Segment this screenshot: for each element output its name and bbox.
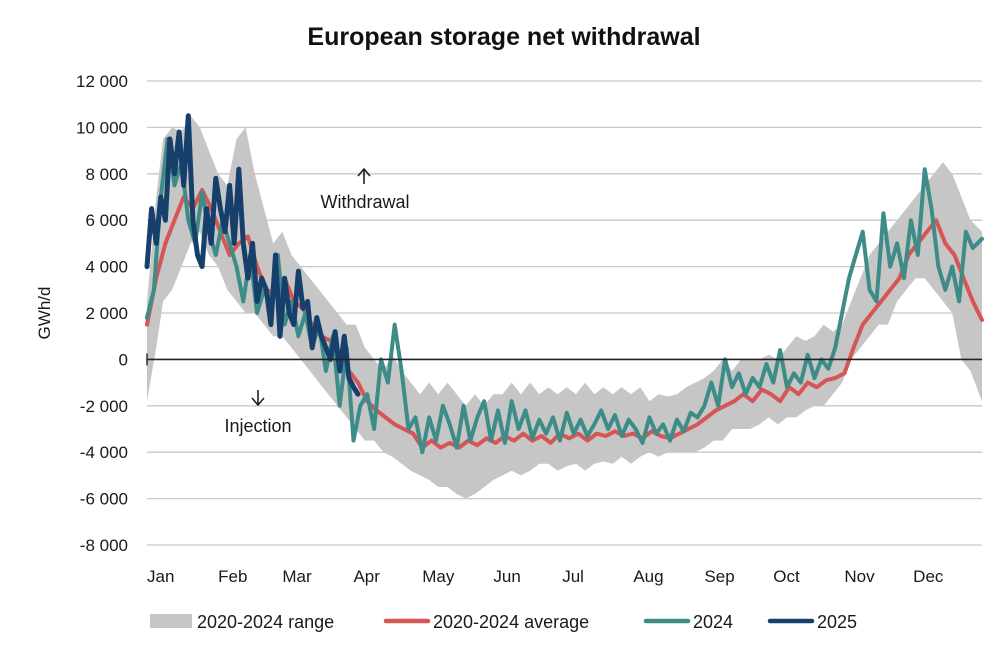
y-tick-label: -4 000	[80, 443, 128, 462]
legend-label-2020-2024-range: 2020-2024 range	[197, 612, 334, 632]
annotation-injection: Injection	[224, 416, 291, 436]
legend-label-2020-2024-average: 2020-2024 average	[433, 612, 589, 632]
x-tick-labels: Jan Feb Mar Apr May Jun Jul Aug Sep Oct Nov Dec	[147, 567, 944, 586]
y-tick-label: 12 000	[76, 72, 128, 91]
y-tick-label: 8 000	[85, 165, 128, 184]
series-line-2024	[145, 137, 984, 455]
y-tick-label: 10 000	[76, 118, 128, 137]
x-tick-label: Jul	[562, 567, 584, 586]
y-tick-labels: 12 000 10 000 8 000 6 000 4 000 2 000 0 -2 000 -…	[76, 72, 128, 555]
x-tick-label: Sep	[704, 567, 734, 586]
y-tick-label: 0	[119, 350, 128, 369]
range-band-layer	[147, 115, 982, 499]
annotation-withdrawal: Withdrawal	[320, 192, 409, 212]
x-tick-label: Dec	[913, 567, 944, 586]
x-tick-label: Mar	[282, 567, 312, 586]
chart-title: European storage net withdrawal	[307, 23, 700, 51]
x-tick-label: Apr	[353, 567, 380, 586]
legend-swatch-2020-2024-range	[150, 614, 192, 628]
x-tick-label: May	[422, 567, 455, 586]
y-tick-label: 2 000	[85, 304, 128, 323]
withdrawal-arrowhead-icon	[357, 167, 371, 177]
range-band-2020-2024	[147, 115, 982, 499]
legend-label-2025: 2025	[817, 612, 857, 632]
y-tick-label: -6 000	[80, 490, 128, 509]
series-line-2025	[144, 113, 361, 397]
annotations: Withdrawal Injection	[224, 167, 410, 436]
injection-arrowhead-icon	[251, 397, 265, 407]
x-tick-label: Oct	[773, 567, 800, 586]
y-axis-title: GWh/d	[35, 287, 54, 340]
x-tick-label: Aug	[633, 567, 663, 586]
x-tick-label: Feb	[218, 567, 247, 586]
legend-label-2024: 2024	[693, 612, 733, 632]
y-tick-label: 4 000	[85, 258, 128, 277]
zero-axis-layer	[146, 353, 982, 366]
legend: 2020-2024 range 2020-2024 average 2024 2025	[150, 612, 857, 632]
y-tick-label: -8 000	[80, 536, 128, 555]
series-layer	[144, 113, 984, 455]
y-tick-label: -2 000	[80, 397, 128, 416]
x-tick-label: Jan	[147, 567, 174, 586]
y-tick-label: 6 000	[85, 211, 128, 230]
x-tick-label: Nov	[844, 567, 875, 586]
x-tick-label: Jun	[493, 567, 520, 586]
